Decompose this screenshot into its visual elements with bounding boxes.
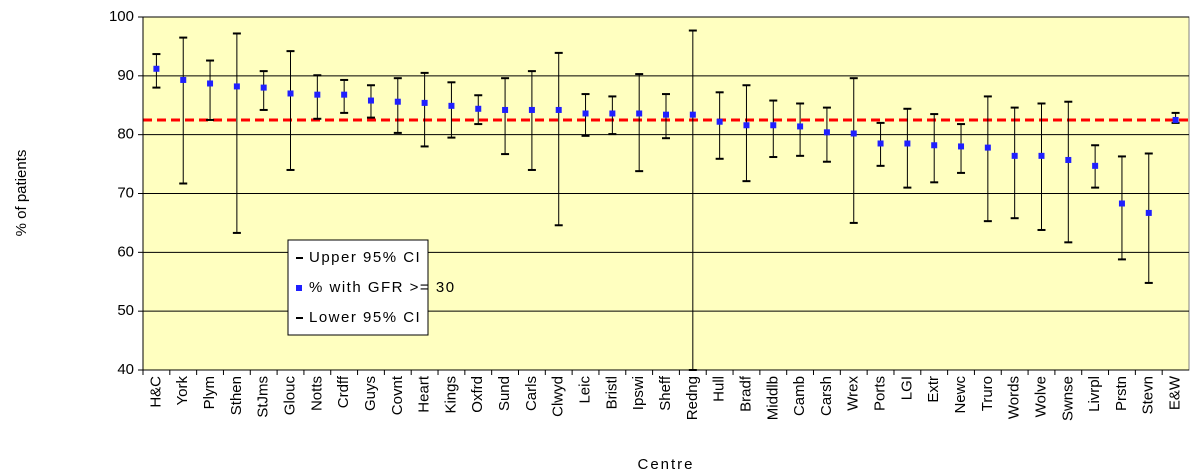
x-tick-label: Sund: [496, 376, 513, 411]
legend: Upper 95% CI % with GFR >= 30 Lower 95% CI: [287, 239, 456, 336]
point: [850, 130, 857, 137]
point: [877, 140, 884, 147]
point: [1145, 209, 1152, 216]
x-tick-label: Bradf: [737, 375, 754, 412]
x-tick-label: Notts: [308, 376, 325, 411]
x-tick-label: Newc: [952, 376, 969, 414]
x-tick-label: Livrpl: [1086, 376, 1103, 412]
point: [448, 102, 455, 109]
x-tick-label: Glouc: [281, 376, 298, 416]
point: [958, 143, 965, 150]
point: [609, 110, 616, 117]
x-tick-label: LGI: [898, 376, 915, 400]
x-tick-label: Stevn: [1140, 376, 1157, 414]
point: [287, 90, 294, 97]
y-tick-label: 70: [117, 184, 134, 201]
point: [260, 84, 267, 91]
point: [582, 110, 589, 117]
x-tick-label: Words: [1006, 376, 1023, 419]
point: [341, 91, 348, 98]
point: [421, 99, 428, 106]
x-tick-label: Clwyd: [550, 376, 567, 417]
point: [1011, 152, 1018, 159]
x-tick-label: Ports: [872, 376, 889, 411]
x-tick-label: Camb: [791, 376, 808, 416]
point: [207, 80, 214, 87]
point: [904, 140, 911, 147]
y-tick-label: 90: [117, 67, 134, 84]
y-axis-title: % of patients: [13, 150, 30, 237]
x-tick-label: Sthen: [228, 376, 245, 415]
x-tick-label: Leic: [577, 376, 594, 404]
x-tick-label: Oxfrd: [469, 376, 486, 413]
y-tick-label: 100: [109, 8, 134, 25]
point: [180, 76, 187, 83]
x-tick-label: Ipswi: [630, 376, 647, 410]
point: [555, 106, 562, 113]
x-tick-label: Carls: [523, 376, 540, 411]
point: [1038, 152, 1045, 159]
point: [770, 122, 777, 129]
point: [636, 110, 643, 117]
x-tick-label: Wrex: [845, 376, 862, 411]
point: [314, 91, 321, 98]
x-tick-label: Truro: [979, 376, 996, 411]
x-tick-label: Crdff: [335, 375, 352, 408]
legend-label: Lower 95% CI: [309, 309, 421, 326]
point: [823, 129, 830, 136]
point: [743, 122, 750, 129]
legend-label: % with GFR >= 30: [309, 279, 456, 296]
y-tick-label: 50: [117, 302, 134, 319]
x-tick-label: Prstn: [1113, 376, 1130, 411]
point: [663, 111, 669, 118]
point: [689, 111, 696, 118]
x-tick-label: Middlb: [764, 376, 781, 420]
point: [1065, 156, 1072, 163]
x-tick-label: Carsh: [818, 376, 835, 416]
point: [394, 98, 401, 105]
x-tick-label: H&C: [147, 376, 164, 408]
legend-label: Upper 95% CI: [309, 249, 421, 266]
y-tick-label: 40: [117, 361, 134, 378]
x-tick-label: Plym: [201, 376, 218, 409]
x-tick-label: Hull: [711, 376, 728, 402]
legend-marker: [296, 285, 302, 291]
point: [984, 144, 991, 151]
x-tick-label: Extr: [925, 376, 942, 403]
x-tick-label: Wolve: [1032, 376, 1049, 417]
x-tick-label: Bristl: [603, 376, 620, 409]
point: [797, 123, 804, 130]
x-tick-label: York: [174, 376, 191, 406]
x-tick-label: StJms: [255, 376, 272, 418]
x-tick-label: Heart: [416, 375, 433, 413]
x-tick-label: Guys: [362, 376, 379, 411]
y-tick-label: 80: [117, 126, 134, 143]
point: [233, 83, 240, 90]
y-tick-label: 60: [117, 243, 134, 260]
point: [1118, 200, 1125, 207]
x-tick-label: E&W: [1167, 375, 1184, 410]
x-tick-label: Sheff: [657, 375, 674, 411]
x-tick-label: Redng: [684, 376, 701, 420]
point: [367, 97, 374, 104]
point: [1172, 116, 1179, 123]
point: [931, 142, 938, 149]
point: [475, 105, 482, 112]
x-tick-label: Swnse: [1059, 376, 1076, 421]
legend-box: [287, 239, 429, 336]
x-tick-label: Kings: [442, 376, 459, 414]
point: [716, 118, 723, 125]
point: [153, 65, 160, 72]
x-tick-label: Covnt: [389, 375, 406, 415]
point: [1092, 162, 1099, 169]
x-axis-title: Centre: [637, 456, 694, 473]
point: [502, 106, 509, 113]
point: [528, 106, 535, 113]
